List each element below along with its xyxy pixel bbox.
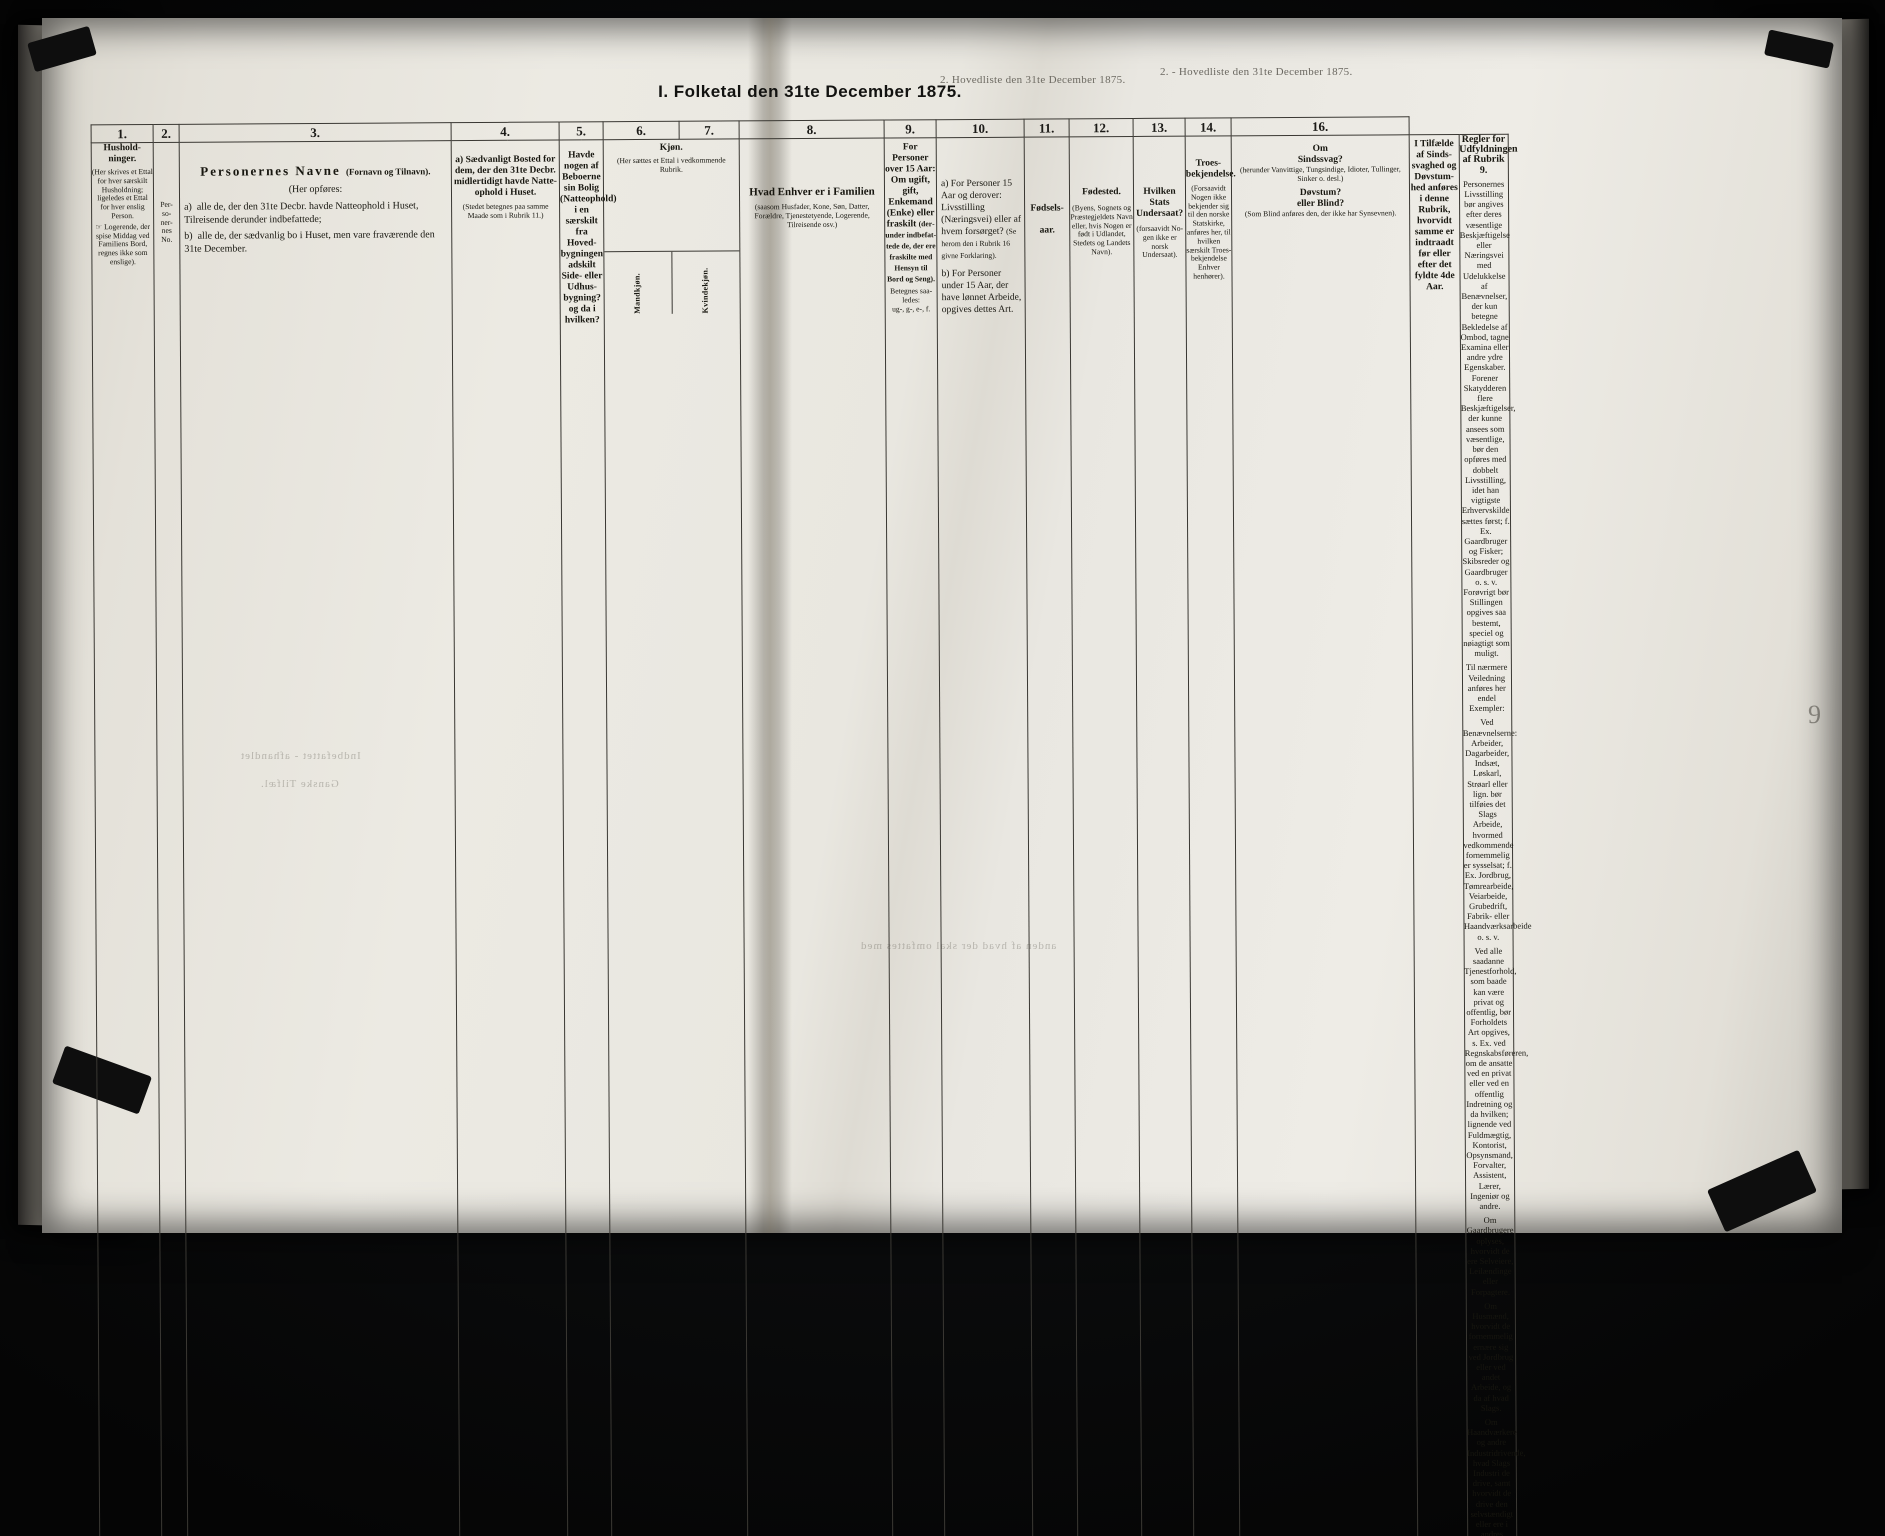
colnum-4: 4. xyxy=(451,121,560,141)
archive-stamp-left: 2. Hovedliste den 31te December 1875. xyxy=(940,74,1126,86)
census-form: I. Folketal den 31te December 1875. 2. H… xyxy=(91,60,1532,1536)
rubrik9-p6: Om Haandværkere og andre Industridrivend… xyxy=(1467,1416,1526,1536)
colnum-1: 1. xyxy=(91,124,154,143)
colnum-9: 9. xyxy=(884,119,937,139)
archive-stamp-right: 2. - Hovedliste den 31te December 1875. xyxy=(1160,66,1353,78)
header-kjon: Kjøn. (Her sættes et Ettal i vedkom­mend… xyxy=(603,138,752,1536)
colnum-3: 3. xyxy=(179,122,452,143)
rubrik9-heading: Regler for Udfyldningen af Rubrik 9. xyxy=(1459,133,1518,176)
colnum-12: 12. xyxy=(1069,118,1134,137)
colnum-7: 7. xyxy=(679,120,740,140)
rubrik9-p5: Om Husmænd, hvorvidt de fornemmelig ernæ… xyxy=(1468,1300,1514,1413)
header-livsstilling: a) For Personer 15 Aar og der­over: Livs… xyxy=(936,137,1037,1536)
colnum-5: 5. xyxy=(559,121,604,140)
page-title: I. Folketal den 31te December 1875. xyxy=(658,82,962,101)
rubrik9-p3: Ved alle saadanne Tjenestforhold, som ba… xyxy=(1464,945,1529,1211)
colnum-14: 14. xyxy=(1185,117,1232,137)
colnum-2: 2. xyxy=(153,124,180,143)
column-header-row: Hushold-ninger. (Her skrives et Ettal fo… xyxy=(91,133,1532,1536)
colnum-8: 8. xyxy=(739,120,885,139)
rubrik9-p0: Personernes Livsstilling bør angives eft… xyxy=(1459,178,1516,659)
census-page-sheet xyxy=(42,18,1842,1233)
rubrik9-p4: Om Gaardbrugere oplyses, hvorvidt de ere… xyxy=(1466,1214,1514,1297)
census-table: 1. 2. 3. 4. 5. 6. 7. 8. 9. 10. 11. 12. 1… xyxy=(91,116,1532,1536)
colnum-13: 13. xyxy=(1133,118,1186,137)
header-kjon-male: Mandkjøn. xyxy=(632,273,643,315)
rubrik9-p1: Til nærmere Veiledning anføres her endel… xyxy=(1465,662,1508,714)
rubrik9-p2: Ved Benævnelserne: Arbeider, Dagarbeider… xyxy=(1462,717,1532,942)
header-personernes-navne: Personernes Navne (Fornavn og Tilnavn). … xyxy=(179,140,464,1536)
header-sadvanligt-bosted: a) Sædvanligt Bosted for dem, der den 31… xyxy=(451,139,572,1536)
header-hvad-enhver-er: Hvad Enhver er i Familien (saasom Husfad… xyxy=(739,138,897,1536)
header-kjon-female: Kvindekjøn. xyxy=(700,267,711,314)
header-rubrik9-rules: Regler for Udfyldningen af Rubrik 9. Per… xyxy=(1458,133,1532,1536)
header-sindssvag: Om Sindssvag? (herunder Van­vittige, Tung… xyxy=(1231,134,1422,1536)
colnum-16: 16. xyxy=(1231,116,1410,136)
colnum-6: 6. xyxy=(603,121,680,140)
colnum-10: 10. xyxy=(936,119,1025,138)
colnum-11: 11. xyxy=(1024,118,1070,138)
